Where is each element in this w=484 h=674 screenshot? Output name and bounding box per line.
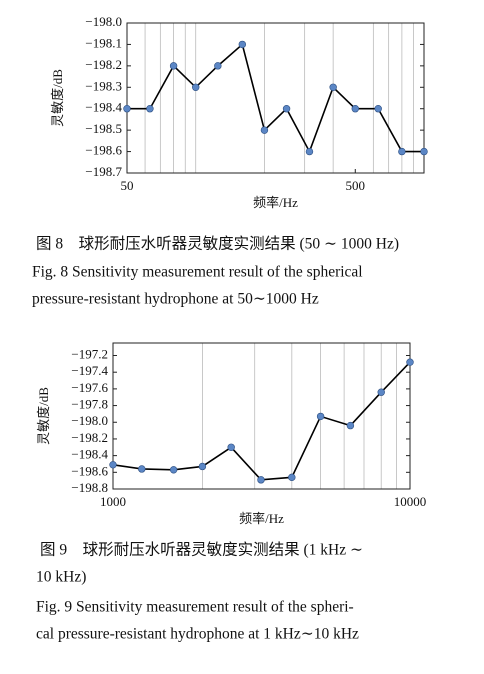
caption-zh: 10 kHz) [36,569,86,586]
caption-en: Fig. 8 Sensitivity measurement result of… [32,264,363,281]
caption-zh: 图 8 球形耐压水听器灵敏度实测结果 (50 ∼ 1000 Hz) [36,235,399,253]
y-tick-label: −198.8 [71,480,108,495]
data-point [146,105,154,113]
data-point [346,421,355,430]
x-tick-label: 1000 [100,494,126,509]
data-point [260,126,269,134]
y-tick-label: −197.8 [71,397,108,412]
y-tick-label: −197.2 [71,346,108,361]
data-point [198,462,207,471]
data-point [398,147,406,156]
y-tick-label: −198.1 [85,35,122,50]
y-tick-label: −198.6 [85,143,122,158]
data-point [138,465,146,473]
y-tick-label: −198.5 [85,121,122,136]
plot-frame [112,342,411,490]
data-point [282,105,291,113]
y-tick-label: −198.6 [71,463,108,478]
data-point [288,473,296,482]
y-tick-label: −198.0 [71,413,108,428]
data-point [377,388,385,396]
y-tick-label: −198.0 [85,14,122,29]
x-tick-label: 500 [346,178,366,193]
data-point [169,466,178,474]
caption-zh: 图 9 球形耐压水听器灵敏度实测结果 (1 kHz ∼ [40,541,363,559]
data-point [123,105,131,113]
y-tick-label: −198.2 [71,430,108,445]
data-point [316,412,325,421]
data-point [374,105,382,113]
data-point [305,147,314,156]
data-point [420,147,428,156]
x-axis-label: 频率/Hz [239,511,284,526]
data-point [169,62,178,70]
data-point [227,443,235,451]
y-axis-label: 灵敏度/dB [50,69,65,127]
y-tick-label: −198.4 [85,100,122,115]
x-axis-label: 频率/Hz [253,195,298,210]
data-point [192,83,200,91]
data-point [351,105,359,113]
y-tick-label: −197.6 [71,380,108,395]
caption-en: cal pressure-resistant hydrophone at 1 k… [36,626,359,643]
data-line [127,42,424,154]
y-tick-label: −197.4 [71,363,108,378]
y-axis-label: 灵敏度/dB [36,387,51,445]
x-tick-label: 50 [121,178,134,193]
data-point [257,476,265,484]
caption-en: Fig. 9 Sensitivity measurement result of… [36,599,354,616]
data-point [109,461,117,469]
caption-en: pressure-resistant hydrophone at 50∼1000… [32,291,319,308]
y-tick-label: −198.3 [85,78,122,93]
data-line [112,361,411,481]
y-tick-label: −198.7 [85,164,122,179]
data-point [238,40,247,49]
data-point [329,83,337,91]
y-tick-label: −198.4 [71,447,108,462]
x-tick-label: 10000 [394,494,427,509]
data-point [214,62,222,70]
data-point [406,358,414,366]
plot-frame [126,22,425,174]
y-tick-label: −198.2 [85,57,122,72]
